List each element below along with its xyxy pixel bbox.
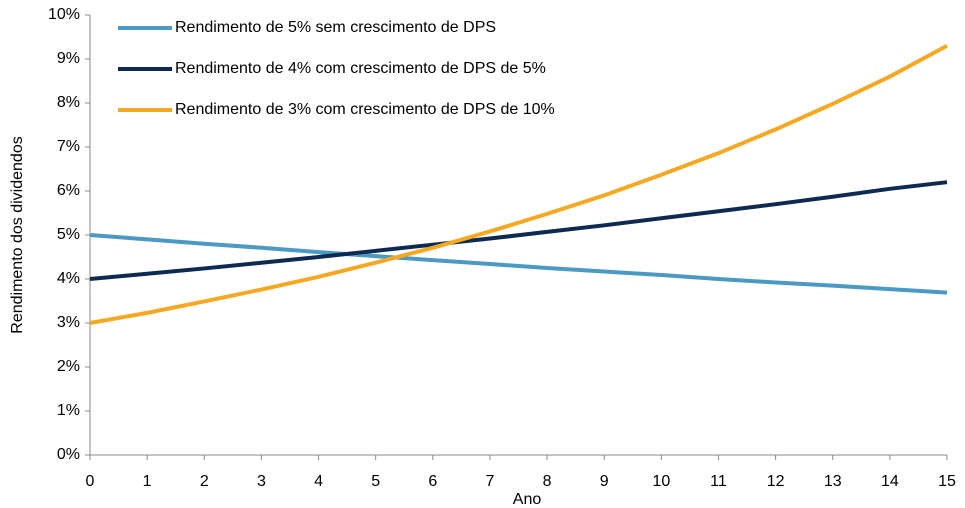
- x-tick-label: 3: [257, 473, 266, 490]
- x-tick-label: 10: [652, 473, 670, 490]
- y-tick-label: 1%: [57, 402, 80, 419]
- y-tick-label: 4%: [57, 270, 80, 287]
- x-tick-label: 9: [600, 473, 609, 490]
- x-axis-label: Ano: [513, 491, 542, 508]
- x-tick-label: 0: [86, 473, 95, 490]
- x-tick-label: 15: [938, 473, 956, 490]
- y-axis-label: Rendimento dos dividendos: [9, 136, 26, 333]
- series-line: [89, 233, 948, 295]
- x-tick-label: 13: [824, 473, 842, 490]
- y-tick-label: 0%: [57, 446, 80, 463]
- series-line: [89, 180, 948, 281]
- legend-label: Rendimento de 5% sem crescimento de DPS: [175, 19, 496, 36]
- legend-label: Rendimento de 3% com crescimento de DPS …: [175, 101, 555, 118]
- y-tick-label: 7%: [57, 138, 80, 155]
- legend-label: Rendimento de 4% com crescimento de DPS …: [175, 60, 546, 77]
- x-tick-label: 1: [143, 473, 152, 490]
- x-tick-label: 8: [543, 473, 552, 490]
- x-tick-label: 4: [314, 473, 323, 490]
- y-tick-label: 8%: [57, 94, 80, 111]
- y-tick-label: 5%: [57, 226, 80, 243]
- x-tick-label: 2: [200, 473, 209, 490]
- y-tick-label: 6%: [57, 182, 80, 199]
- x-tick-label: 7: [485, 473, 494, 490]
- x-tick-label: 5: [371, 473, 380, 490]
- x-tick-label: 12: [767, 473, 785, 490]
- y-tick-label: 10%: [48, 6, 80, 23]
- y-tick-label: 9%: [57, 50, 80, 67]
- x-tick-label: 6: [428, 473, 437, 490]
- y-tick-label: 3%: [57, 314, 80, 331]
- x-tick-label: 11: [710, 473, 727, 490]
- series-line: [89, 44, 948, 325]
- x-tick-label: 14: [881, 473, 899, 490]
- y-tick-label: 2%: [57, 358, 80, 375]
